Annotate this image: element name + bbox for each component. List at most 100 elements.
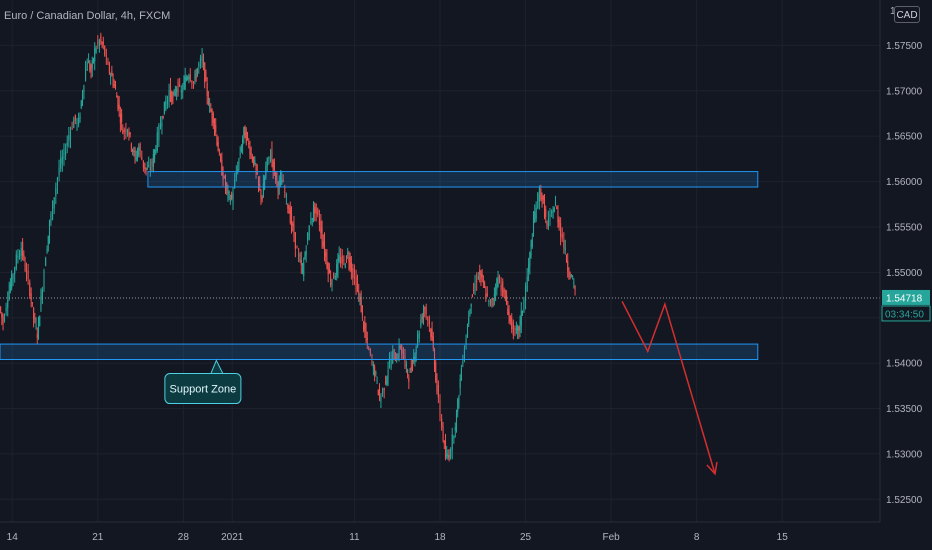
candle-body <box>401 345 403 354</box>
candle-body <box>108 63 110 73</box>
candle-body <box>511 316 513 330</box>
candle-body <box>45 258 47 267</box>
candle-body <box>123 130 125 132</box>
candle-body <box>360 296 362 313</box>
callout-pointer <box>210 359 224 374</box>
candle-body <box>63 148 65 159</box>
candle-body <box>218 151 220 153</box>
candle-body <box>312 208 315 218</box>
currency-button[interactable]: CAD <box>894 6 920 23</box>
candle-body <box>446 453 448 457</box>
candle-body <box>17 255 19 258</box>
candle-body <box>383 388 385 391</box>
candle-body <box>182 90 184 92</box>
candle-body <box>532 218 535 234</box>
candle-body <box>393 348 395 352</box>
candle-body <box>466 325 469 338</box>
candle-body <box>39 316 41 327</box>
candle-body <box>503 290 505 292</box>
candle-body <box>61 156 63 164</box>
candle-body <box>537 193 539 209</box>
candle-body <box>250 152 252 154</box>
candle-body <box>321 227 323 242</box>
candle-body <box>509 315 511 322</box>
candle-body <box>166 96 168 105</box>
candle-body <box>148 164 150 166</box>
candle-body <box>7 299 9 308</box>
candle-body <box>207 98 209 105</box>
candle-body <box>285 194 287 197</box>
candle-body <box>89 63 91 71</box>
candle-body <box>310 220 312 224</box>
candle-body <box>301 269 304 273</box>
candle-body <box>206 83 208 97</box>
candle-body <box>303 262 305 277</box>
candle-body <box>356 282 359 291</box>
candle-body <box>171 91 173 103</box>
candle-body <box>128 131 130 136</box>
price-axis[interactable] <box>880 0 932 550</box>
candle-body <box>243 126 245 137</box>
candle-body <box>189 74 191 81</box>
candle-body <box>454 427 456 431</box>
candle-body <box>350 262 352 272</box>
candle-body <box>502 281 504 296</box>
candle-body <box>529 252 531 267</box>
candle-body <box>355 276 357 292</box>
candle-body <box>94 47 96 62</box>
candle-body <box>245 131 247 143</box>
candle-body <box>275 172 277 180</box>
candle-body <box>353 268 355 279</box>
candle-body <box>30 293 32 301</box>
candle-body <box>435 362 437 381</box>
candle-body <box>323 240 326 255</box>
candle-body <box>349 256 351 269</box>
candle-body <box>185 78 187 81</box>
support-zone[interactable] <box>0 343 759 360</box>
candle-body <box>407 369 409 375</box>
candle-body <box>25 270 28 273</box>
time-axis[interactable] <box>0 522 932 550</box>
candle-body <box>415 347 417 354</box>
candle-body <box>556 207 558 209</box>
candle-body <box>271 149 273 160</box>
candle-body <box>56 177 58 186</box>
candle-body <box>155 149 157 153</box>
candle-body <box>282 180 284 182</box>
candle-body <box>151 161 153 165</box>
candle-body <box>563 239 565 248</box>
candle-body <box>265 166 267 179</box>
candle-body <box>338 255 340 262</box>
candle-body <box>0 306 2 312</box>
candle-body <box>317 208 319 216</box>
candle-body <box>191 80 193 84</box>
candle-body <box>187 77 189 79</box>
candle-body <box>296 246 298 249</box>
candle-body <box>129 132 131 135</box>
candle-body <box>78 118 80 124</box>
resistance-zone[interactable] <box>147 171 759 188</box>
candle-body <box>396 361 398 363</box>
candle-body <box>500 284 502 291</box>
candle-body <box>486 293 488 296</box>
candle-body <box>512 321 514 336</box>
candle-body <box>212 113 214 124</box>
candle-body <box>43 270 45 290</box>
candle-body <box>272 159 274 171</box>
candle-body <box>299 259 301 261</box>
candle-body <box>202 60 205 65</box>
y-tick-label: 1.57500 <box>886 41 923 52</box>
candle-body <box>100 35 102 42</box>
candle-body <box>216 135 218 145</box>
candle-body <box>126 129 129 134</box>
last-price-label: 1.54718 <box>886 293 923 304</box>
candle-body <box>560 223 562 237</box>
support-zone-callout[interactable] <box>164 373 242 405</box>
candle-body <box>551 211 553 213</box>
candle-body <box>95 48 97 53</box>
candle-body <box>73 119 75 128</box>
candle-body <box>557 210 559 223</box>
y-tick-label: 1.55500 <box>886 222 923 233</box>
